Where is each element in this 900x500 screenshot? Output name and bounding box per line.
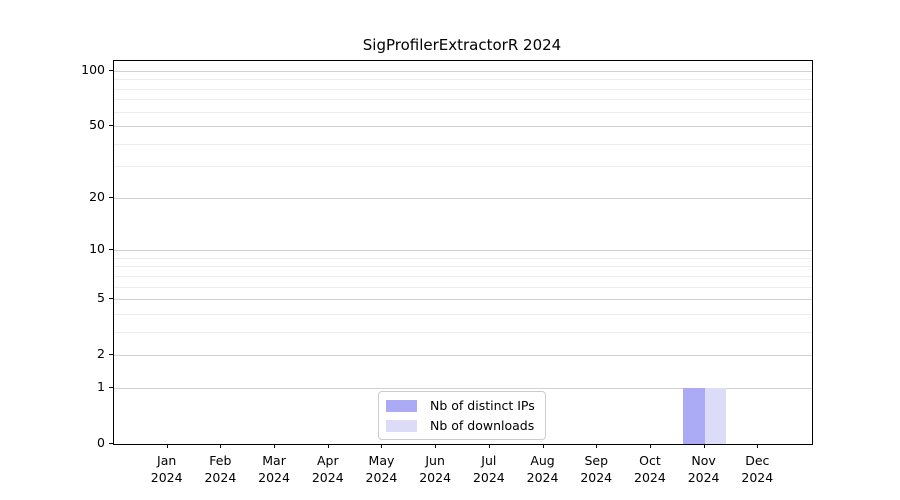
x-tick-label-jul: Jul 2024 [472, 453, 505, 485]
legend-swatch-downloads [386, 419, 417, 432]
gridline-minor [114, 266, 812, 268]
x-tick-mark [274, 444, 276, 448]
x-tick-mark [220, 444, 222, 448]
y-tick-label-20: 20 [89, 188, 105, 204]
legend-label-downloads: Nb of downloads [430, 418, 535, 433]
gridline-major [114, 126, 812, 128]
legend-swatch-distinct-ips [386, 399, 417, 412]
x-tick-label-aug: Aug 2024 [526, 453, 559, 485]
gridline-major [114, 299, 812, 301]
y-tick-mark [109, 443, 113, 444]
legend-item-downloads: Nb of downloads [386, 417, 535, 434]
y-tick-label-50: 50 [89, 117, 105, 133]
y-tick-mark [109, 196, 113, 198]
gridline-minor [114, 257, 812, 259]
gridline-major [114, 250, 812, 252]
x-tick-label-apr: Apr 2024 [311, 453, 344, 485]
gridline-minor [114, 143, 812, 145]
gridline-minor [114, 88, 812, 90]
x-tick-mark [435, 444, 437, 448]
x-tick-mark [757, 444, 759, 448]
gridline-minor [114, 99, 812, 101]
x-tick-mark [542, 444, 544, 448]
x-tick-label-may: May 2024 [365, 453, 398, 485]
x-tick-label-jan: Jan 2024 [150, 453, 183, 485]
gridline-minor [114, 275, 812, 277]
x-tick-label-oct: Oct 2024 [634, 453, 666, 485]
y-tick-label-2: 2 [97, 346, 105, 362]
y-tick-label-100: 100 [81, 62, 105, 77]
x-tick-mark [488, 444, 490, 448]
y-tick-label-5: 5 [97, 290, 105, 306]
legend-label-distinct-ips: Nb of distinct IPs [430, 398, 535, 413]
x-tick-label-feb: Feb 2024 [204, 453, 237, 485]
x-tick-label-mar: Mar 2024 [258, 453, 290, 485]
y-tick-mark [109, 386, 113, 388]
gridline-minor [114, 331, 812, 333]
x-tick-label-jun: Jun 2024 [419, 453, 452, 485]
x-tick-mark [649, 444, 651, 448]
gridline-minor [114, 286, 812, 288]
y-tick-mark [109, 354, 113, 356]
chart-title: SigProfilerExtractorR 2024 [362, 36, 562, 54]
gridline-minor [114, 313, 812, 315]
gridline-minor [114, 111, 812, 113]
y-tick-label-0: 0 [97, 435, 105, 450]
gridline-major [114, 387, 812, 389]
y-tick-label-10: 10 [89, 241, 105, 257]
y-tick-mark [109, 125, 113, 127]
y-tick-mark [109, 298, 113, 300]
legend: Nb of distinct IPs Nb of downloads [378, 391, 546, 440]
x-tick-mark [327, 444, 329, 448]
bar-downloads-nov [704, 387, 727, 444]
x-tick-label-nov: Nov 2024 [687, 453, 720, 485]
gridline-minor [114, 79, 812, 81]
legend-item-distinct-ips: Nb of distinct IPs [386, 397, 535, 414]
gridline-major [114, 355, 812, 357]
x-tick-mark [166, 444, 168, 448]
y-tick-mark [109, 249, 113, 251]
gridline-major [114, 71, 812, 72]
gridline-major [114, 197, 812, 199]
plot-area: Nb of distinct IPs Nb of downloads [113, 60, 813, 445]
x-tick-mark [703, 444, 705, 448]
x-tick-mark [381, 444, 383, 448]
x-tick-mark [596, 444, 598, 448]
x-tick-label-dec: Dec 2024 [741, 453, 774, 485]
x-tick-label-sep: Sep 2024 [580, 453, 613, 485]
y-tick-label-1: 1 [97, 378, 105, 394]
gridline-minor [114, 166, 812, 168]
bar-distinct-ips-nov [683, 387, 705, 444]
y-tick-mark [109, 70, 113, 71]
